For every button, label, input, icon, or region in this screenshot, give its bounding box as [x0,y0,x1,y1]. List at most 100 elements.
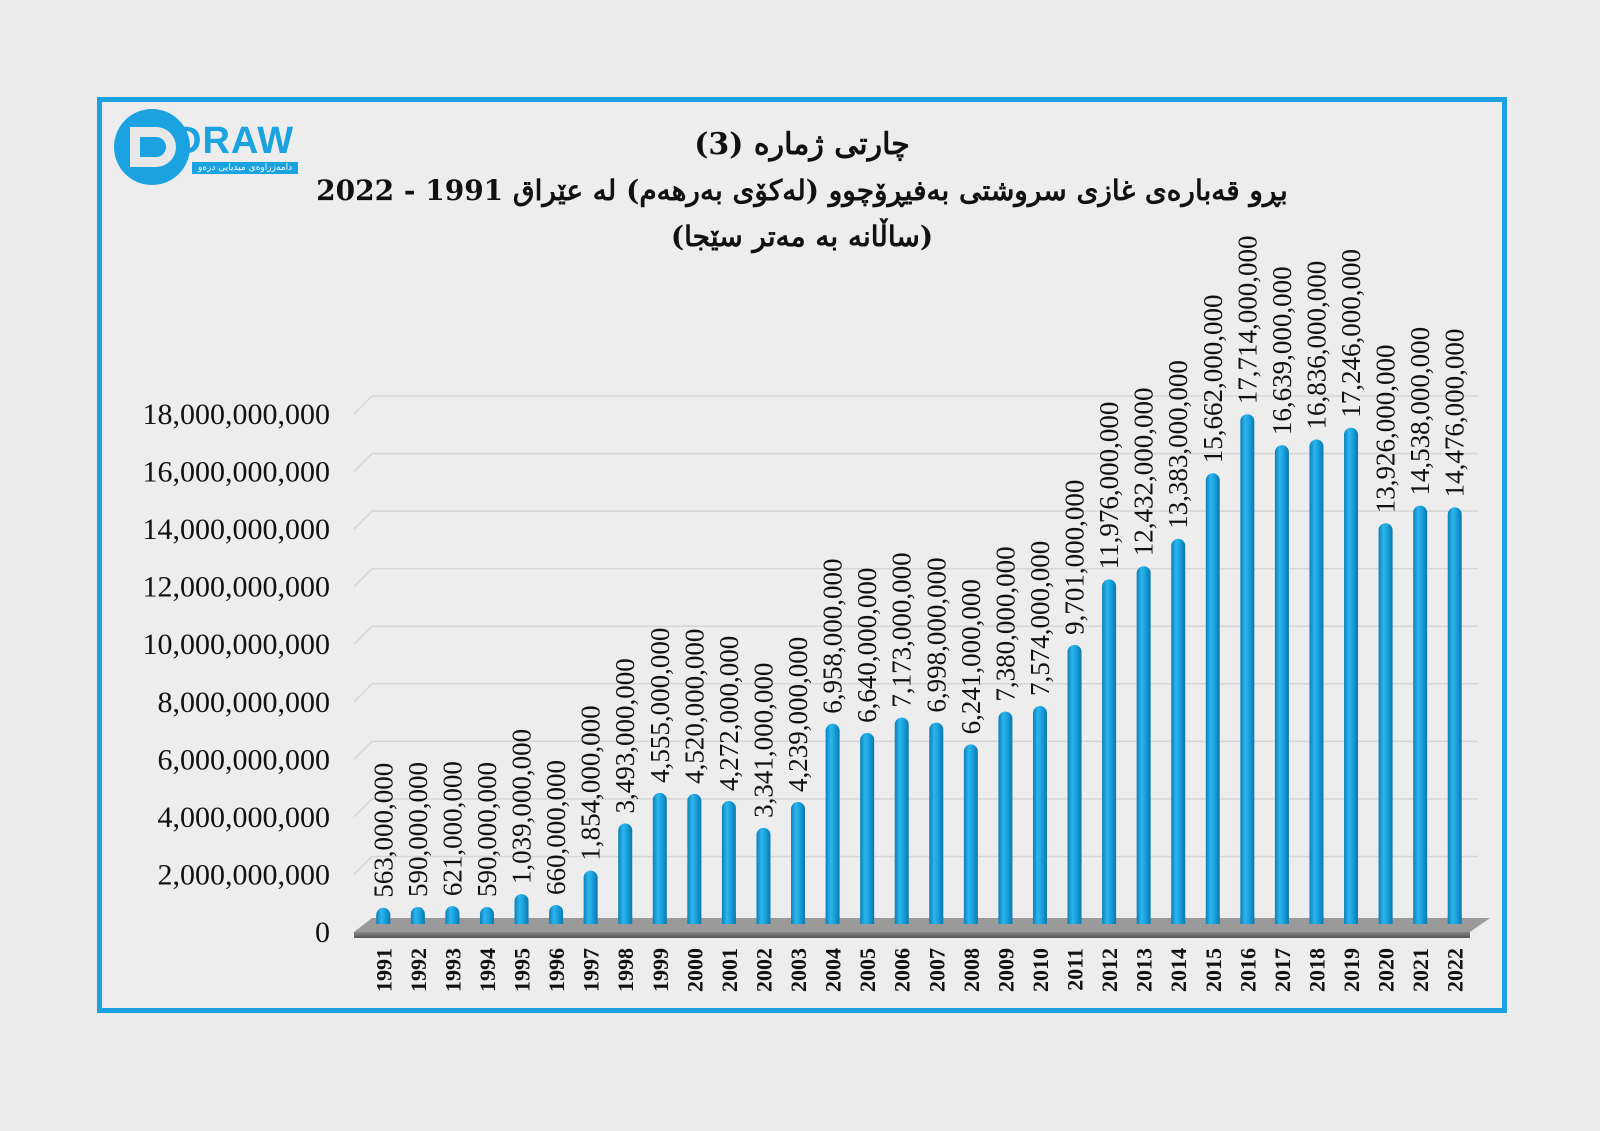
x-tick-label: 2015 [1201,948,1226,992]
bar-base-1995 [514,916,529,924]
bar-2002 [756,827,771,924]
data-label: 621,000,000 [437,761,467,896]
bar-1997 [583,870,598,924]
bar-base-1998 [618,916,633,924]
data-label: 16,836,000,000 [1301,261,1331,430]
logo-brand: DRAW [174,120,295,162]
gridline-diagonal [353,625,373,645]
bar-2008 [963,744,978,924]
data-label: 6,958,000,000 [818,559,848,714]
bar-2006 [894,717,909,924]
x-tick-label: 2002 [751,948,776,992]
x-axis-ticks: 1991 1992 1993 1994 1995 1996 1997 1998 1999 2000… [371,948,1467,992]
bar-2005 [860,732,875,924]
bars [376,414,1462,924]
bar-2018 [1309,439,1324,924]
bar-2016 [1240,414,1255,924]
x-tick-label: 1999 [648,948,673,992]
bar-1999 [652,792,667,924]
x-tick-label: 1995 [510,948,535,992]
y-tick-label: 10,000,000,000 [143,628,331,661]
y-axis-ticks: 0 2,000,000,000 4,000,000,000 6,000,000,000… [143,398,331,949]
gridline-diagonal [353,798,373,818]
data-label: 4,272,000,000 [714,636,744,791]
data-label: 13,926,000,000 [1371,344,1401,513]
logo-tagline: دامەزراوەی میدیایی درەو [192,162,299,174]
data-label: 3,341,000,000 [748,663,778,818]
gridlines [353,395,1478,875]
data-label: 590,000,000 [472,762,502,897]
gridline-diagonal [353,740,373,760]
bar-2015 [1205,473,1220,924]
chart-unit-note: (ساڵانە بە مەتر سێجا) [670,220,934,253]
data-label: 660,000,000 [541,760,571,895]
y-tick-label: 8,000,000,000 [158,686,331,719]
chart-title: چارتی ژمارە (3) [694,127,910,162]
x-tick-label: 2020 [1374,948,1399,992]
data-label: 7,574,000,000 [1025,541,1055,696]
data-label: 4,555,000,000 [645,628,675,783]
x-tick-label: 1994 [475,948,500,992]
bar-base-2008 [963,916,978,924]
x-tick-label: 2013 [1132,948,1157,992]
x-tick-label: 2017 [1270,948,1295,992]
bar-2009 [998,711,1013,924]
bar-2013 [1136,566,1151,924]
data-label: 17,714,000,000 [1232,235,1262,404]
data-label: 1,039,000,000 [507,729,537,884]
gridline-diagonal [353,568,373,588]
y-tick-label: 4,000,000,000 [158,801,331,834]
bar-2022 [1447,507,1462,924]
bar-base-1996 [549,916,564,924]
x-tick-label: 1992 [406,948,431,992]
draw-logo: DRAW دامەزراوەی میدیایی درەو [112,107,327,189]
data-label: 6,241,000,000 [956,579,986,734]
bar-base-2015 [1205,916,1220,924]
data-label: 7,380,000,000 [990,546,1020,701]
x-tick-label: 2019 [1339,948,1364,992]
bar-2012 [1102,579,1117,924]
gridline-diagonal [353,683,373,703]
bar-base-2012 [1102,916,1117,924]
y-tick-label: 6,000,000,000 [158,743,331,776]
bar-2019 [1344,427,1359,924]
bar-base-2005 [860,916,875,924]
x-tick-label: 1996 [544,948,569,992]
logo-d-icon [114,109,190,185]
bar-base-2014 [1171,916,1186,924]
bar-base-2004 [825,916,840,924]
data-label: 9,701,000,000 [1060,480,1090,635]
bar-base-2013 [1136,916,1151,924]
bar-2020 [1378,523,1393,924]
x-tick-label: 1997 [579,948,604,992]
data-label: 6,998,000,000 [921,557,951,712]
x-tick-label: 2009 [993,948,1018,992]
chart-subtitle: بڕو قەبارەی غازی سروشتی بەفیڕۆچوو (لەکۆی… [316,174,1288,207]
data-label: 3,493,000,000 [610,658,640,813]
y-tick-label: 2,000,000,000 [158,858,331,891]
bar-base-1999 [652,916,667,924]
x-tick-label: 2014 [1166,948,1191,992]
y-tick-label: 18,000,000,000 [143,398,331,431]
bar-base-2006 [894,916,909,924]
y-tick-label: 12,000,000,000 [143,571,331,604]
bar-base-2002 [756,916,771,924]
bar-base-2022 [1447,916,1462,924]
data-label: 15,662,000,000 [1198,295,1228,464]
x-tick-label: 2021 [1408,948,1433,992]
bar-base-2016 [1240,916,1255,924]
bar-base-1994 [479,916,494,924]
bar-2004 [825,723,840,924]
bar-1998 [618,823,633,924]
bar-2000 [687,793,702,924]
bar-2011 [1067,644,1082,924]
x-tick-label: 2012 [1097,948,1122,992]
x-tick-label: 2010 [1028,948,1053,992]
bar-2014 [1171,538,1186,924]
data-label: 13,383,000,000 [1163,360,1193,529]
bar-base-1992 [410,916,425,924]
bar-base-2017 [1274,916,1289,924]
x-tick-label: 2006 [890,948,915,992]
gridline-diagonal [353,453,373,473]
